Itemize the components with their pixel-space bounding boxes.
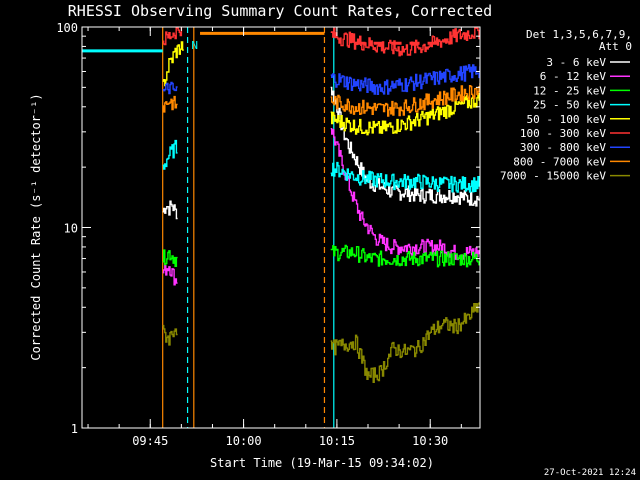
flag-label: N xyxy=(191,39,198,52)
legend-label-5: 100 - 300 keV xyxy=(520,127,606,140)
series-1-trace-1 xyxy=(330,127,480,261)
axes: 09:45 10:00 10:15 10:30 1 10 100 xyxy=(56,21,481,448)
series-4 xyxy=(162,41,480,136)
plot-area: N xyxy=(82,27,480,428)
legend-label-4: 50 - 100 keV xyxy=(527,113,607,126)
x-tick-label-2: 10:15 xyxy=(319,434,355,448)
series-3 xyxy=(162,139,480,193)
series-3-trace-1 xyxy=(330,161,480,193)
legend-label-6: 300 - 800 keV xyxy=(520,141,606,154)
x-tick-label-1: 10:00 xyxy=(226,434,262,448)
series-4-trace-0 xyxy=(162,41,184,87)
legend-header-line-2: Att 0 xyxy=(599,40,632,53)
legend-label-1: 6 - 12 keV xyxy=(540,70,607,83)
series-7-trace-1 xyxy=(330,83,480,117)
y-axis-label: Corrected Count Rate (s⁻¹ detector⁻¹) xyxy=(29,93,43,360)
series-8-trace-0 xyxy=(162,324,178,346)
series-7 xyxy=(162,83,480,117)
x-axis-label: Start Time (19-Mar-15 09:34:02) xyxy=(210,456,434,470)
y-tick-label-1: 10 xyxy=(64,222,78,236)
series-0-trace-0 xyxy=(162,200,178,220)
series-6 xyxy=(162,64,480,95)
y-tick-label-2: 100 xyxy=(56,21,78,35)
y-tick-label-0: 1 xyxy=(71,422,78,436)
legend-header-line-1: Det 1,3,5,6,7,9, xyxy=(526,28,632,41)
series-2 xyxy=(162,244,480,268)
plot-content: N xyxy=(82,27,480,428)
legend-label-0: 3 - 6 keV xyxy=(546,56,606,69)
series-8 xyxy=(162,302,480,383)
legend-label-8: 7000 - 15000 keV xyxy=(500,170,606,183)
series-7-trace-0 xyxy=(162,95,178,113)
series-4-trace-1 xyxy=(330,92,480,136)
x-tick-label-0: 09:45 xyxy=(132,434,168,448)
series-5 xyxy=(162,27,480,57)
series-5-trace-0 xyxy=(162,27,183,46)
series-6-trace-1 xyxy=(330,64,480,95)
series-5-trace-1 xyxy=(330,27,480,57)
series-3-trace-0 xyxy=(162,139,178,170)
series-8-trace-1 xyxy=(330,302,480,383)
legend-label-7: 800 - 7000 keV xyxy=(513,155,606,168)
legend-label-2: 12 - 25 keV xyxy=(533,84,606,97)
series-2-trace-0 xyxy=(162,249,178,267)
x-tick-label-3: 10:30 xyxy=(412,434,448,448)
series-6-trace-0 xyxy=(162,81,178,95)
series-2-trace-1 xyxy=(330,244,480,268)
legend-label-3: 25 - 50 keV xyxy=(533,99,606,112)
chart-title: RHESSI Observing Summary Count Rates, Co… xyxy=(68,2,492,20)
timestamp: 27-Oct-2021 12:24 xyxy=(544,468,636,478)
